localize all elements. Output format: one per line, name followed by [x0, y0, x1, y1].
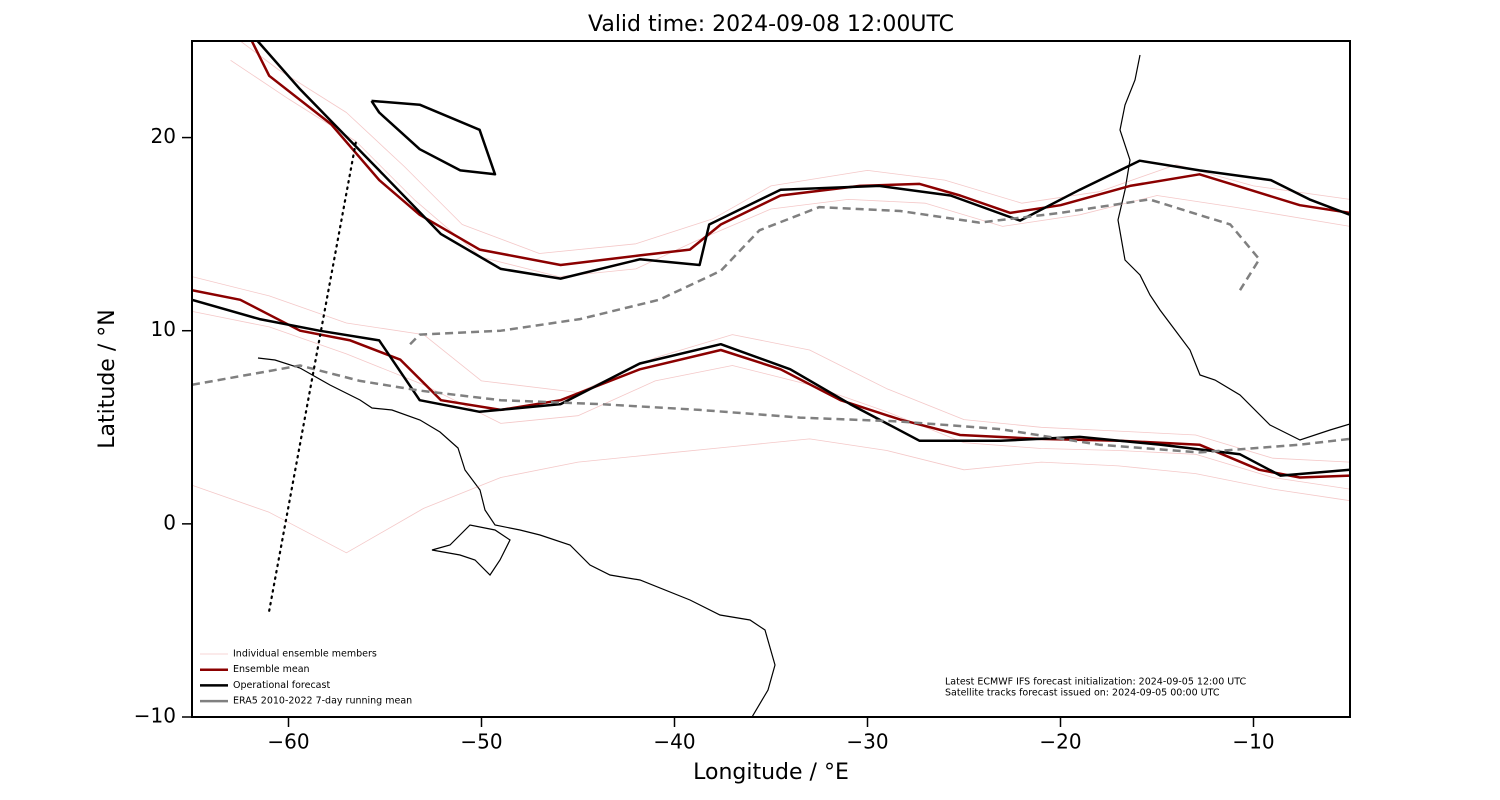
- y-axis-label: Latitude / °N: [95, 309, 120, 448]
- y-tick-label: 0: [163, 510, 176, 534]
- satellite-track: [268, 140, 358, 612]
- x-tick-label: −60: [267, 730, 309, 754]
- coastline-trinidad: [431, 524, 511, 576]
- x-axis-label: Longitude / °E: [693, 760, 849, 785]
- x-tick-label: −40: [653, 730, 695, 754]
- legend-label: Ensemble mean: [233, 664, 310, 675]
- contour-line: [192, 198, 1350, 454]
- legend-label: ERA5 2010-2022 7-day running mean: [233, 696, 412, 707]
- contour-line: [192, 41, 1350, 477]
- contour-line: [192, 41, 1350, 554]
- x-tick-label: −10: [1232, 730, 1274, 754]
- legend-label: Individual ensemble members: [233, 649, 377, 660]
- y-tick-label: 10: [151, 317, 176, 341]
- annotation: Latest ECMWF IFS forecast initialization…: [945, 677, 1246, 688]
- legend-label: Operational forecast: [233, 680, 330, 691]
- coastline-africa: [1117, 54, 1350, 441]
- coastlines: [257, 54, 1350, 717]
- chart-title: Valid time: 2024-09-08 12:00UTC: [588, 12, 954, 37]
- y-tick-label: 20: [151, 124, 176, 148]
- contour-line: [192, 41, 1350, 479]
- contours: [192, 41, 1350, 612]
- coastline-south-america: [257, 357, 776, 717]
- y-tick-label: −10: [134, 704, 176, 728]
- x-tick-label: −20: [1039, 730, 1081, 754]
- annotation: Satellite tracks forecast issued on: 202…: [945, 688, 1220, 699]
- x-tick-label: −50: [460, 730, 502, 754]
- plot-frame: [191, 40, 1351, 718]
- x-tick-label: −30: [846, 730, 888, 754]
